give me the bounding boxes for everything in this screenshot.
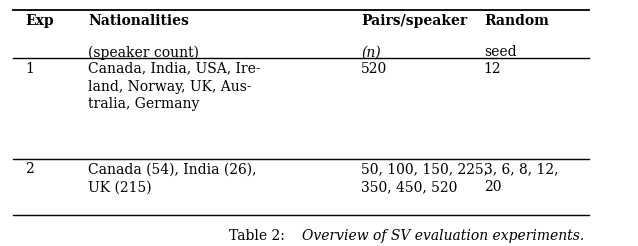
Text: 50, 100, 150, 225,
350, 450, 520: 50, 100, 150, 225, 350, 450, 520 [361, 162, 488, 194]
Text: Canada, India, USA, Ire-
land, Norway, UK, Aus-
tralia, Germany: Canada, India, USA, Ire- land, Norway, U… [88, 62, 261, 111]
Text: seed: seed [484, 45, 516, 59]
Text: 520: 520 [361, 62, 387, 76]
Text: Nationalities: Nationalities [88, 15, 189, 28]
Text: Random: Random [484, 15, 549, 28]
Text: Overview of SV evaluation experiments.: Overview of SV evaluation experiments. [302, 229, 584, 243]
Text: Pairs/speaker: Pairs/speaker [361, 15, 467, 28]
Text: (n): (n) [361, 45, 381, 59]
Text: Canada (54), India (26),
UK (215): Canada (54), India (26), UK (215) [88, 162, 256, 194]
Text: 12: 12 [484, 62, 501, 76]
Text: Table 2:: Table 2: [229, 229, 290, 243]
Text: (speaker count): (speaker count) [88, 45, 199, 60]
Text: 1: 1 [26, 62, 34, 76]
Text: Exp: Exp [26, 15, 54, 28]
Text: 3, 6, 8, 12,
20: 3, 6, 8, 12, 20 [484, 162, 558, 194]
Text: 2: 2 [26, 162, 34, 176]
